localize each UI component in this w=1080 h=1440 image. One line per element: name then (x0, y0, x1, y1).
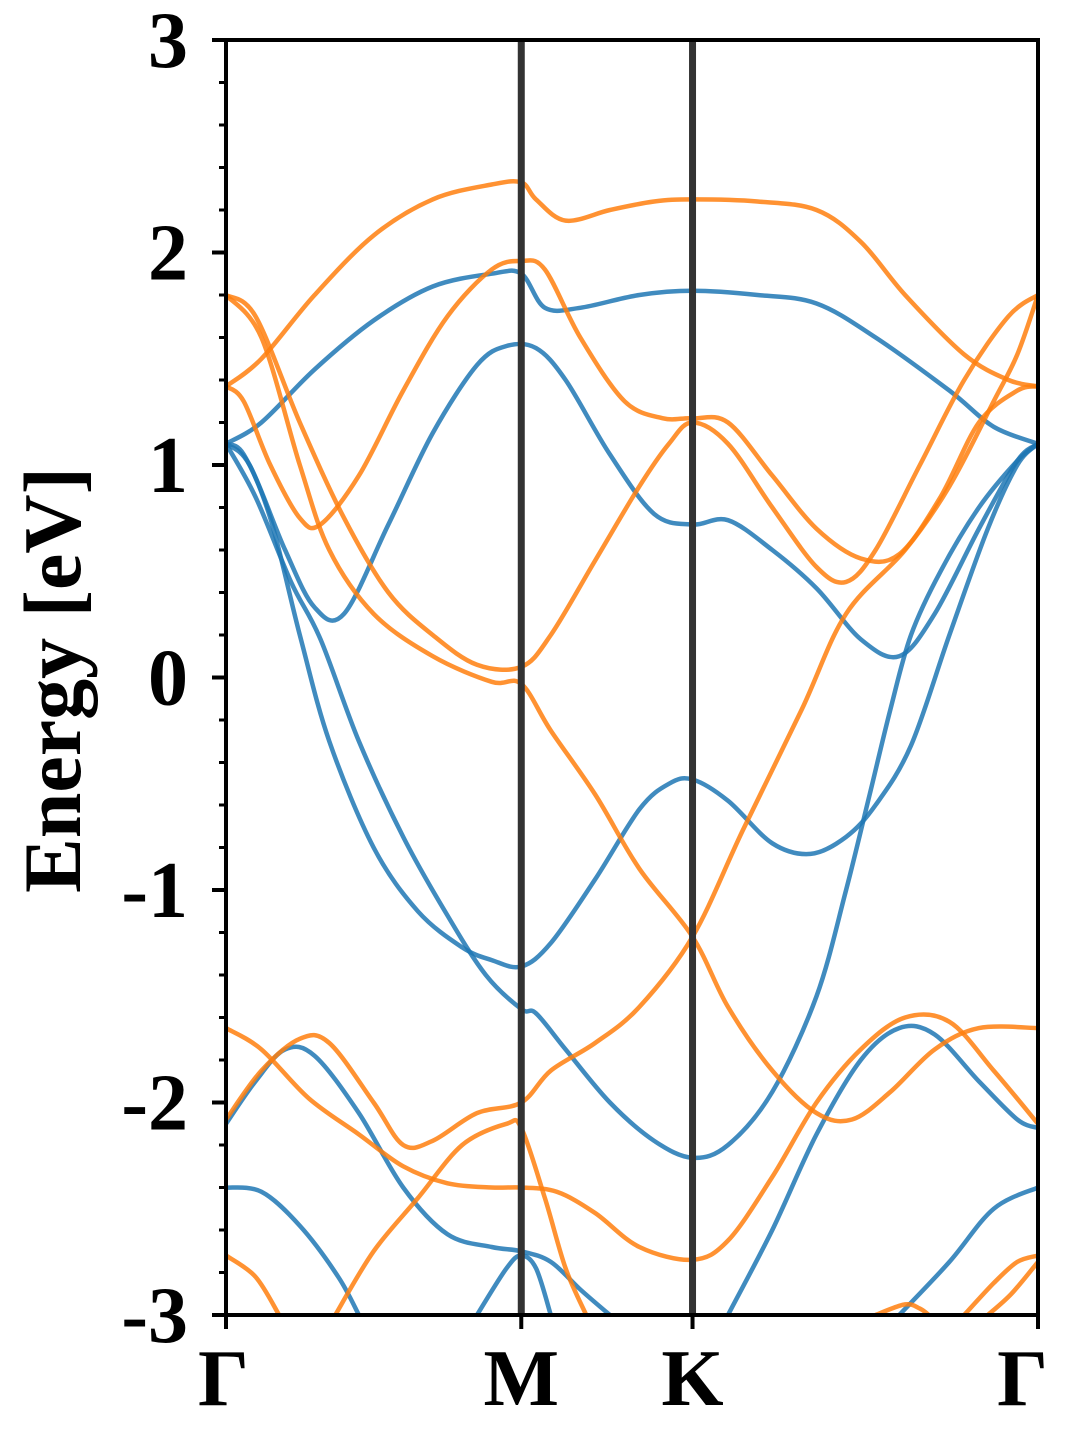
y-tick-label: 3 (148, 0, 188, 85)
y-axis-ticks: -3 -2 -1 0 1 2 3 (121, 0, 226, 1360)
band-orange-12 (226, 292, 1038, 673)
band-blue-9 (896, 1185, 1038, 1315)
band-orange-19 (961, 1253, 1038, 1315)
y-tick-label: 0 (148, 635, 188, 723)
high-symmetry-lines (517, 40, 697, 1315)
band-blue-3 (226, 441, 1038, 1161)
y-tick-label: -2 (121, 1060, 188, 1148)
band-blue-6 (226, 1185, 362, 1315)
x-tick-label: Γ (997, 1335, 1048, 1423)
band-orange-17 (333, 1117, 589, 1315)
x-tick-label: K (661, 1335, 723, 1423)
band-orange-15 (226, 292, 1038, 1151)
x-tick-label: M (484, 1335, 560, 1423)
band-blue-5 (226, 1044, 613, 1315)
band-blue-4 (226, 441, 1038, 970)
y-axis-label: Energy [eV] (7, 467, 98, 893)
band-blue-7 (474, 1253, 554, 1315)
band-blue-2 (226, 341, 1038, 660)
x-tick-label: Γ (198, 1335, 249, 1423)
y-tick-label: -3 (121, 1272, 188, 1360)
band-orange-18 (873, 1301, 931, 1315)
band-lines (226, 178, 1038, 1315)
y-tick-label: -1 (121, 847, 188, 935)
band-orange-14 (226, 1012, 1038, 1263)
y-tick-label: 1 (148, 422, 188, 510)
band-orange-10 (226, 178, 1038, 389)
y-tick-label: 2 (148, 210, 188, 298)
band-orange-20 (985, 1259, 1038, 1315)
band-orange-13 (226, 292, 1038, 1124)
band-orange-16 (226, 1253, 282, 1315)
band-blue-1 (226, 268, 1038, 447)
band-blue-8 (725, 1023, 1038, 1315)
